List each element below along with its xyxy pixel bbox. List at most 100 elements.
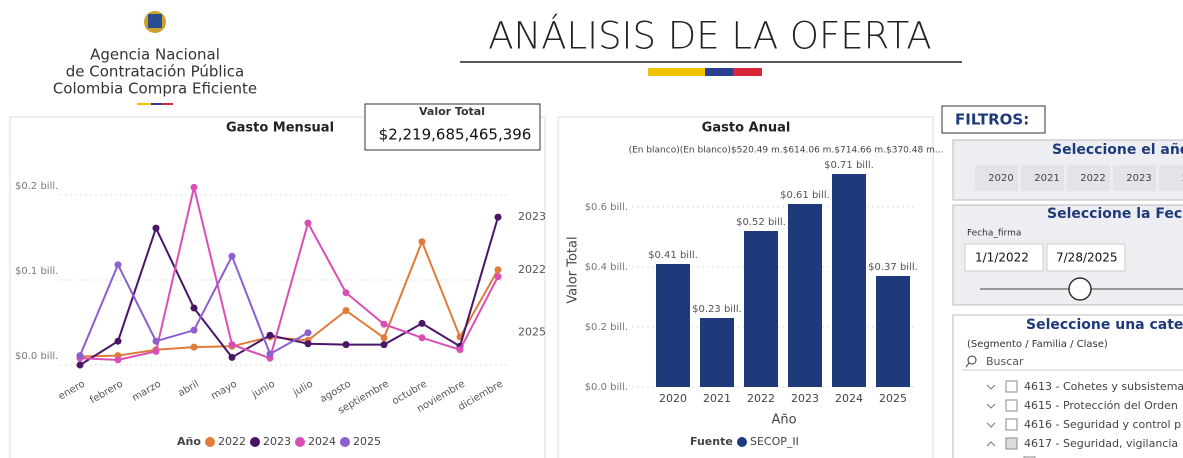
year-option: 2020 xyxy=(988,173,1013,184)
point xyxy=(114,356,122,364)
point xyxy=(114,261,122,269)
x-tick-label: 2022 xyxy=(747,392,775,405)
y-tick-label: $0.6 bill. xyxy=(585,202,628,213)
kpi-label: Valor Total xyxy=(419,105,485,118)
bar xyxy=(744,231,778,387)
point xyxy=(266,331,274,339)
point xyxy=(418,319,426,327)
point xyxy=(266,350,274,358)
value-label: $0.23 bill. xyxy=(692,304,742,315)
flag xyxy=(733,68,762,76)
value-label: $0.37 bill. xyxy=(868,262,918,273)
value-label: $0.61 bill. xyxy=(780,190,830,201)
checkbox[interactable] xyxy=(1005,437,1018,450)
legend-label: 2022 xyxy=(218,435,246,448)
category-panel xyxy=(952,314,1183,458)
checkbox[interactable] xyxy=(1005,380,1018,393)
search-icon xyxy=(967,355,977,365)
category-item: 4616 - Seguridad y control p xyxy=(1024,418,1181,431)
search-box[interactable]: Buscar xyxy=(986,355,1024,368)
point xyxy=(380,341,388,349)
point xyxy=(190,304,198,312)
search-icon xyxy=(965,362,970,368)
legend-swatch xyxy=(250,437,260,447)
value-label: $0.71 bill. xyxy=(824,160,874,171)
value-label: $0.41 bill. xyxy=(648,250,698,261)
y-tick-label: $0.1 bill. xyxy=(15,266,58,277)
legend-swatch xyxy=(737,437,747,447)
year-button[interactable] xyxy=(975,165,1018,191)
point xyxy=(228,252,236,260)
legend-title: Año xyxy=(177,435,201,448)
agency-line: Agencia Nacional xyxy=(90,46,220,64)
y-tick-label: $0.4 bill. xyxy=(585,262,628,273)
date-input[interactable] xyxy=(1046,243,1126,272)
series-end-label: 2022 xyxy=(518,263,546,276)
bar xyxy=(700,318,734,387)
y-tick-label: $0.0 bill. xyxy=(15,351,58,362)
point xyxy=(380,334,388,342)
point xyxy=(152,347,160,355)
year-button[interactable] xyxy=(1159,165,1183,191)
year-button[interactable] xyxy=(1067,165,1110,191)
year-button[interactable] xyxy=(1113,165,1156,191)
point xyxy=(228,353,236,361)
flag xyxy=(705,68,733,76)
x-tick-label: 2025 xyxy=(879,392,907,405)
year-option: 2023 xyxy=(1126,173,1151,184)
point xyxy=(190,343,198,351)
point xyxy=(190,326,198,334)
kpi-card xyxy=(364,103,541,151)
year-button[interactable] xyxy=(1021,165,1064,191)
x-tick-label: 2024 xyxy=(835,392,863,405)
point xyxy=(494,213,502,221)
checkbox[interactable] xyxy=(1005,399,1018,412)
category-subtitle: (Segmento / Familia / Clase) xyxy=(967,339,1108,350)
date-field: Fecha_firma xyxy=(967,229,1021,239)
line xyxy=(79,187,499,361)
year-option: 2021 xyxy=(1034,173,1059,184)
agency-line: de Contratación Pública xyxy=(66,63,244,81)
slider-handle[interactable] xyxy=(1068,277,1092,301)
filters-box xyxy=(941,105,1046,134)
bar xyxy=(788,204,822,387)
chart-title: Gasto Anual xyxy=(702,121,791,136)
point xyxy=(114,337,122,345)
value-label: $0.52 bill. xyxy=(736,217,786,228)
category-item: 4617 - Seguridad, vigilancia xyxy=(1024,437,1178,450)
x-tick-label: 2020 xyxy=(659,392,687,405)
series-end-label: 2023 xyxy=(518,210,546,223)
x-axis-title: Año xyxy=(771,413,796,428)
date-input[interactable] xyxy=(964,243,1044,272)
legend-label: SECOP_II xyxy=(750,435,799,448)
date-end: 7/28/2025 xyxy=(1056,251,1118,265)
year-title: Seleccione el año: xyxy=(1052,142,1183,158)
category-item: 461715 - Cerraduras, ele xyxy=(1046,456,1183,458)
legend-label: 2024 xyxy=(308,435,336,448)
point xyxy=(304,340,312,348)
date-title: Seleccione la Fech xyxy=(1047,206,1183,222)
category-item: 4615 - Protección del Orden xyxy=(1024,399,1178,412)
point xyxy=(342,341,350,349)
x-tick-label: 2023 xyxy=(791,392,819,405)
chevron xyxy=(986,384,996,390)
point xyxy=(494,273,502,281)
chevron xyxy=(986,403,996,409)
category-title: Seleccione una catego xyxy=(1026,317,1183,333)
point xyxy=(342,289,350,297)
point xyxy=(494,266,502,274)
chevron xyxy=(986,422,996,428)
checkbox[interactable] xyxy=(1005,418,1018,431)
point xyxy=(76,352,84,360)
point xyxy=(342,307,350,315)
point xyxy=(190,183,198,191)
line xyxy=(79,216,499,366)
agency-line: Colombia Compra Eficiente xyxy=(53,80,257,98)
point xyxy=(152,224,160,232)
date-start: 1/1/2022 xyxy=(975,251,1029,265)
legend-label: 2025 xyxy=(353,435,381,448)
year-option: 2 xyxy=(1182,173,1183,184)
legend-swatch xyxy=(295,437,305,447)
y-tick-label: $0.2 bill. xyxy=(15,181,58,192)
